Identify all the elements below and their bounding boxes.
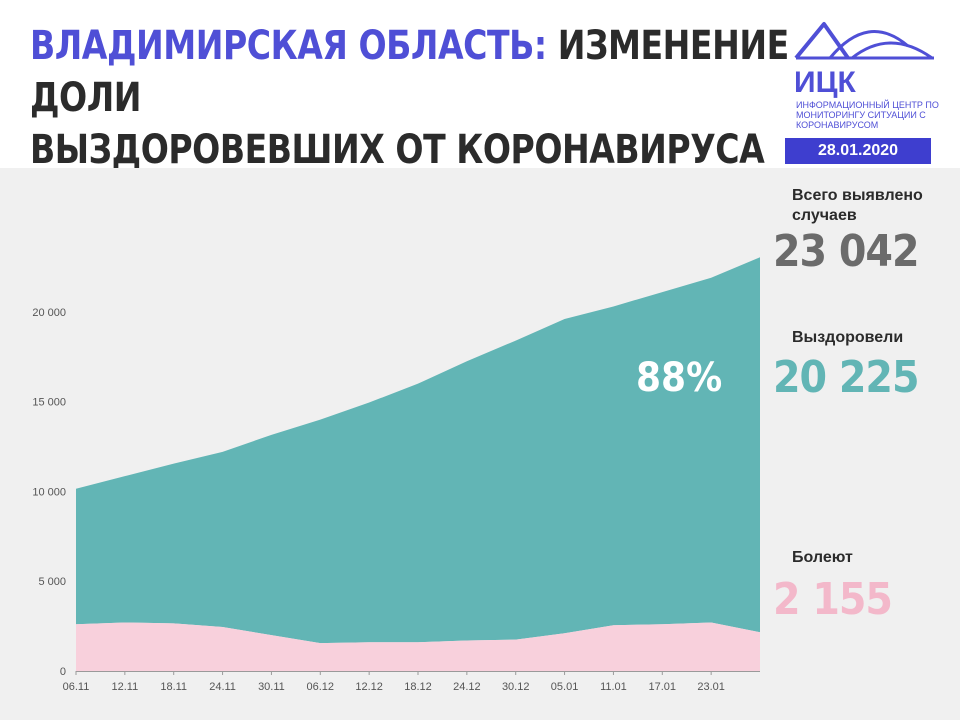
x-tick-label: 06.11 — [63, 681, 90, 693]
y-tick-label: 0 — [60, 666, 66, 678]
recovered-label: Выздоровели — [792, 329, 904, 346]
x-tick-label: 12.12 — [355, 681, 383, 693]
title-rest-line1: ИЗМЕНЕНИЕ ДОЛИ — [30, 23, 789, 121]
x-tick-label: 12.11 — [111, 681, 138, 693]
sick-label: Болеют — [792, 549, 853, 566]
x-tick-label: 24.12 — [453, 681, 481, 693]
y-tick-label: 5 000 — [38, 576, 66, 588]
x-tick-label: 30.12 — [502, 681, 530, 693]
recovered-share-label: 88% — [636, 355, 723, 401]
total-value: 23 042 — [773, 226, 919, 277]
total-label: Всего выявлено случаев — [792, 187, 923, 224]
x-tick-label: 06.12 — [307, 681, 335, 693]
header: ВЛАДИМИРСКАЯ ОБЛАСТЬ: ИЗМЕНЕНИЕ ДОЛИ ВЫЗ… — [0, 0, 960, 173]
x-tick-label: 17.01 — [649, 681, 677, 693]
sick-value: 2 155 — [773, 574, 893, 625]
logo-text: ИЦК — [794, 66, 856, 99]
y-tick-label: 10 000 — [32, 486, 66, 498]
recovered-area — [76, 257, 760, 644]
page-title: ВЛАДИМИРСКАЯ ОБЛАСТЬ: ИЗМЕНЕНИЕ ДОЛИ ВЫЗ… — [30, 20, 886, 176]
logo-wave-1 — [794, 22, 850, 60]
logo-subtitle: ИНФОРМАЦИОННЫЙ ЦЕНТР ПО МОНИТОРИНГУ СИТУ… — [796, 100, 939, 130]
x-tick-label: 18.11 — [160, 681, 187, 693]
recovered-value: 20 225 — [773, 352, 919, 403]
date-badge: 28.01.2020 — [785, 138, 931, 164]
y-tick-label: 15 000 — [32, 397, 66, 409]
title-line2: ВЫЗДОРОВЕВШИХ ОТ КОРОНАВИРУСА — [30, 127, 765, 173]
x-tick-label: 23.01 — [697, 681, 725, 693]
x-tick-label: 05.01 — [551, 681, 579, 693]
logo-wave-2 — [828, 30, 909, 59]
y-tick-label: 20 000 — [32, 307, 66, 319]
chart-area: 0 5 000 10 000 15 000 20 000 06.11 12.11 18.11 2… — [0, 168, 960, 720]
title-region: ВЛАДИМИРСКАЯ ОБЛАСТЬ: — [30, 23, 547, 69]
x-tick-label: 30.11 — [258, 681, 285, 693]
sick-area — [76, 622, 760, 671]
itsk-logo: ИЦК — [794, 22, 934, 99]
x-tick-label: 24.11 — [209, 681, 236, 693]
x-tick-label: 11.01 — [600, 681, 627, 693]
area-chart: 0 5 000 10 000 15 000 20 000 06.11 12.11 18.11 2… — [32, 257, 760, 693]
x-tick-label: 18.12 — [404, 681, 432, 693]
logo-wave-3 — [851, 41, 933, 60]
